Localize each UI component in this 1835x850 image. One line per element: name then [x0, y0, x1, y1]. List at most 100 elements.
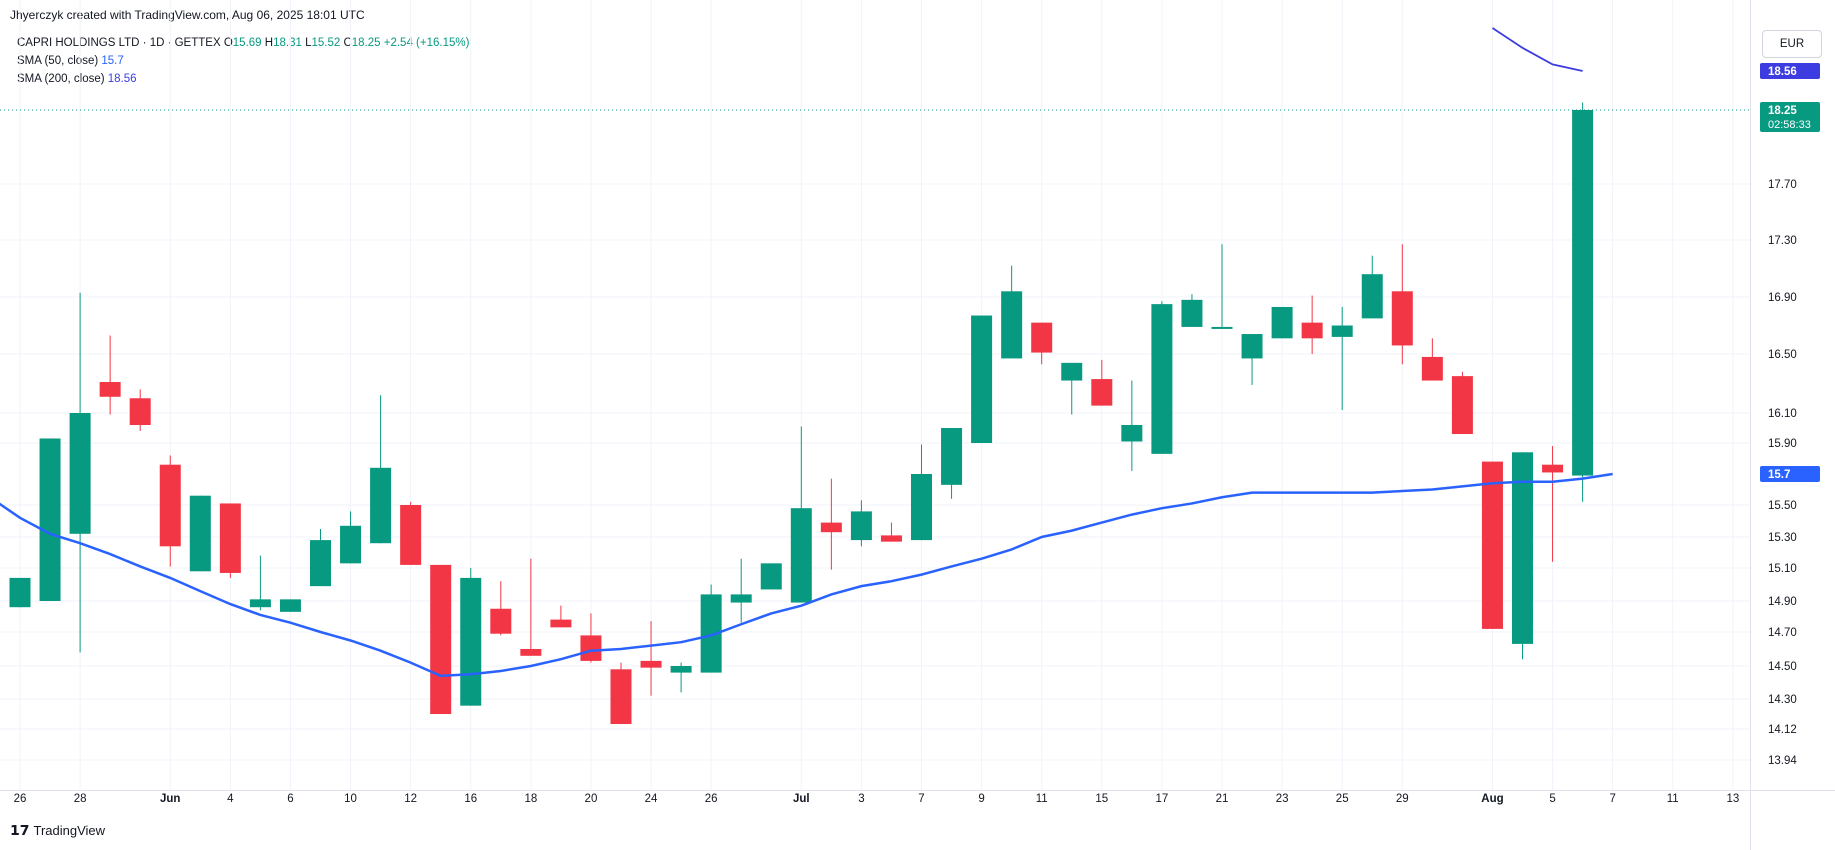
candle — [911, 444, 932, 541]
candle — [520, 558, 542, 656]
price-labels: 18.56 18.25 02:58:33 15.7 — [1760, 63, 1820, 482]
price-label-value: 18.56 — [1768, 66, 1797, 78]
low-label: L — [305, 37, 312, 49]
candle — [550, 605, 572, 628]
candle — [760, 563, 782, 590]
sma50-label[interactable]: SMA (50, close) — [17, 55, 99, 67]
y-tick-label: 15.50 — [1768, 500, 1797, 512]
candle-body — [520, 649, 542, 656]
candle — [1301, 295, 1323, 354]
candle-body — [911, 474, 932, 541]
sma200-label[interactable]: SMA (200, close) — [17, 73, 105, 85]
candle — [1061, 362, 1083, 415]
candle-body — [1121, 425, 1143, 442]
x-tick-label: 6 — [287, 793, 293, 805]
y-tick-label: 14.90 — [1768, 596, 1797, 608]
candle — [610, 662, 632, 724]
candle — [1421, 338, 1443, 381]
candle — [790, 426, 812, 603]
x-tick-label: 17 — [1156, 793, 1169, 805]
candle-body — [670, 666, 692, 673]
low-value: 15.52 — [311, 37, 341, 49]
candle-body — [850, 511, 872, 541]
x-tick-label: Jul — [793, 793, 810, 805]
candle-body — [1542, 464, 1564, 473]
candle-body — [1451, 376, 1473, 434]
header-text: Jhyerczyk created with TradingView.com, … — [10, 8, 365, 22]
candle — [700, 584, 722, 673]
currency-label: EUR — [1779, 38, 1805, 50]
sma200-value: 18.56 — [107, 73, 137, 85]
x-tick-label: 21 — [1216, 793, 1229, 805]
x-tick-label: 26 — [705, 793, 718, 805]
sma200-row: SMA (200, close) 18.56 — [17, 70, 469, 88]
candle — [1542, 446, 1564, 562]
x-tick-label: 23 — [1276, 793, 1289, 805]
y-tick-label: 13.94 — [1768, 755, 1797, 767]
candle — [370, 395, 392, 544]
candle-body — [580, 635, 602, 661]
price-label-last: 18.25 02:58:33 — [1760, 102, 1820, 132]
footer-brand[interactable]: TradingView — [33, 823, 106, 838]
candle — [941, 428, 963, 499]
candle — [159, 455, 181, 567]
y-tick-label: 16.90 — [1768, 292, 1797, 304]
price-label-countdown: 02:58:33 — [1768, 119, 1811, 131]
high-value: 18.31 — [273, 37, 302, 49]
candle-body — [39, 438, 61, 601]
candle-body — [760, 563, 782, 590]
candle-body — [1181, 299, 1203, 327]
chart-legend: CAPRI HOLDINGS LTD · 1D · GETTEX O15.69 … — [17, 34, 469, 88]
candle — [1451, 371, 1473, 434]
candle-body — [430, 564, 452, 714]
sma200-line — [1491, 27, 1583, 72]
candle-body — [460, 577, 482, 706]
price-label-bg — [1760, 466, 1820, 482]
symbol-name[interactable]: CAPRI HOLDINGS LTD · 1D · GETTEX — [17, 37, 221, 49]
open-label: O — [223, 37, 233, 49]
candle-body — [1091, 379, 1113, 406]
candle-body — [971, 315, 993, 443]
candle — [189, 495, 211, 572]
price-label-sma200: 18.56 — [1760, 63, 1820, 79]
x-tick-label: 26 — [14, 793, 27, 805]
candle — [1481, 461, 1503, 629]
y-tick-label: 14.30 — [1768, 694, 1797, 706]
x-tick-label: 20 — [585, 793, 598, 805]
candle — [99, 335, 121, 415]
y-tick-label: 17.70 — [1768, 179, 1797, 191]
candle-body — [640, 660, 662, 668]
sma50-line — [0, 472, 1613, 678]
candle — [9, 577, 31, 608]
x-tick-label: Aug — [1481, 793, 1503, 805]
time-axis[interactable]: 26 28 Jun 4 6 10 12 16 18 20 24 26 Jul 3 7 9 11 15 17 21 23 2… — [14, 793, 1740, 805]
candle — [1572, 102, 1594, 502]
x-tick-label: 7 — [918, 793, 924, 805]
symbol-row: CAPRI HOLDINGS LTD · 1D · GETTEX O15.69 … — [17, 34, 469, 52]
x-tick-label: 25 — [1336, 793, 1349, 805]
x-tick-label: Jun — [160, 793, 180, 805]
sma50-value: 15.7 — [101, 55, 124, 67]
candle — [129, 389, 151, 431]
open-value: 15.69 — [232, 37, 262, 49]
candle-body — [129, 398, 151, 425]
candle-body — [820, 522, 842, 533]
tradingview-logo-icon: 𝟭𝟳 — [10, 822, 30, 838]
candle-body — [1391, 291, 1413, 346]
candle — [820, 478, 842, 570]
candle — [219, 503, 241, 578]
candle — [1271, 306, 1293, 339]
currency-button[interactable]: EUR — [1762, 30, 1822, 58]
x-tick-label: 10 — [344, 793, 357, 805]
close-label: C — [343, 37, 352, 49]
candle-body — [1001, 291, 1023, 359]
candle-body — [490, 608, 512, 634]
x-tick-label: 29 — [1396, 793, 1409, 805]
price-axis[interactable]: 13.94 14.12 14.30 14.50 14.70 14.90 15.10 15.30… — [1768, 179, 1797, 767]
candle-body — [730, 594, 752, 603]
candle — [249, 555, 271, 611]
candle-body — [941, 428, 963, 485]
candle-body — [1241, 334, 1263, 359]
candle — [1001, 265, 1023, 359]
